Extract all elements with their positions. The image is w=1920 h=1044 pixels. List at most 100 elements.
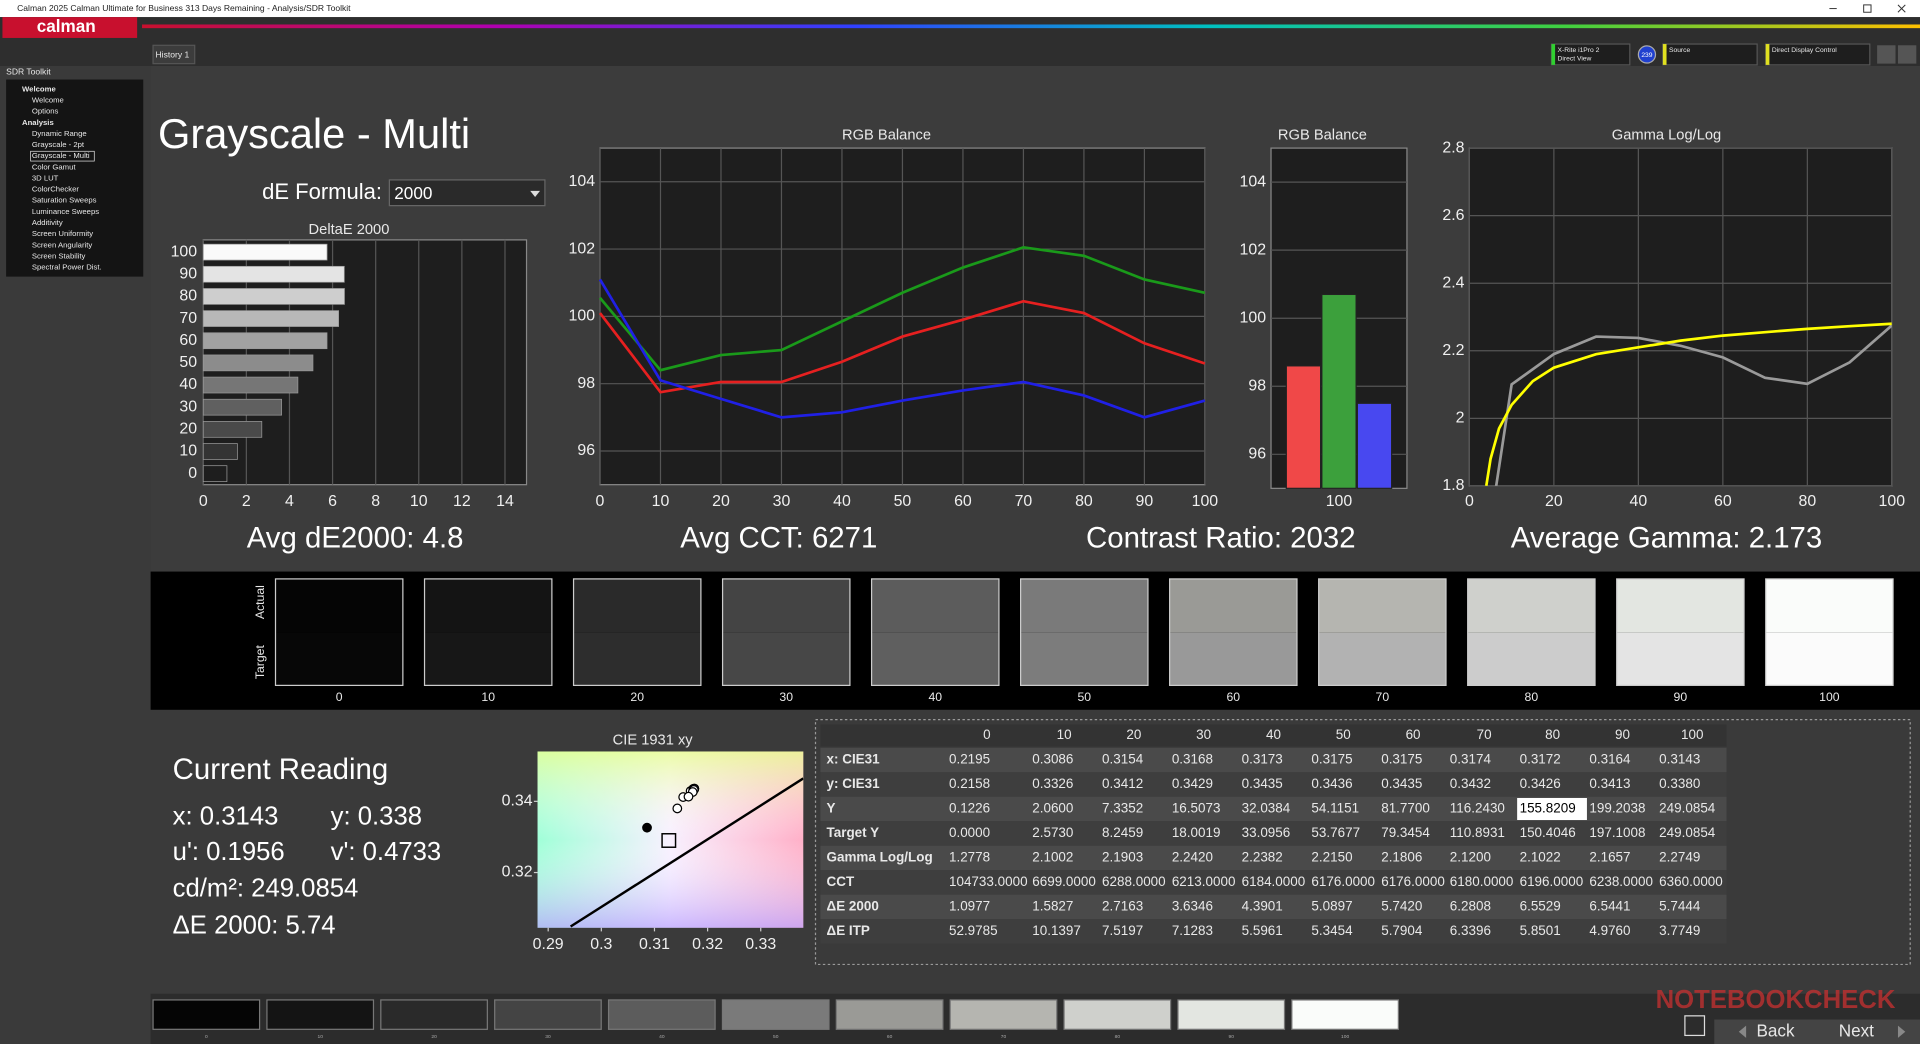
watermark: NOTEBOOKCHECK <box>1656 986 1896 1014</box>
x-tick-label: 100 <box>1326 493 1353 510</box>
tree-item[interactable]: Luminance Sweeps <box>32 207 99 216</box>
avg-cct: Avg CCT: 6271 <box>680 522 877 555</box>
table-cell: 1.0977 <box>949 898 990 913</box>
table-cell: 2.1903 <box>1102 850 1143 865</box>
swatch-border <box>1019 578 1149 687</box>
table-cell: 2.2382 <box>1242 850 1283 865</box>
thumbnail-label: 60 <box>887 1034 893 1040</box>
tree-item[interactable]: Dynamic Range <box>32 129 87 138</box>
y-tick-label: 98 <box>1248 377 1266 394</box>
settings-button[interactable] <box>1877 45 1896 64</box>
y-tick-label: 80 <box>179 288 197 305</box>
thumbnail[interactable] <box>380 999 488 1030</box>
x-tick-label: 6 <box>328 493 337 510</box>
tab[interactable] <box>152 44 196 65</box>
swatch-actual <box>722 578 850 633</box>
back-button[interactable]: Back <box>1756 1020 1795 1040</box>
tree-item[interactable]: Welcome <box>22 84 56 93</box>
row-label: x: CIE31 <box>827 752 881 767</box>
row-label: ΔE 2000 <box>827 898 879 913</box>
bar <box>1321 293 1357 489</box>
rainbow-strip <box>142 24 1920 29</box>
column-header: 70 <box>1477 727 1492 742</box>
meter-badge[interactable] <box>1637 45 1657 64</box>
thumbnail[interactable] <box>1063 999 1172 1030</box>
table-cell: 0.3164 <box>1589 752 1631 767</box>
table-cell: 52.9785 <box>949 923 998 938</box>
swatch-target <box>722 632 850 686</box>
x-tick-label: 90 <box>1136 493 1154 510</box>
logo-box[interactable] <box>2 17 138 38</box>
thumbnail[interactable] <box>1177 999 1286 1030</box>
tree-item[interactable]: 3D LUT <box>32 173 59 182</box>
thumbnail[interactable] <box>494 999 602 1030</box>
tree-item[interactable]: Additivity <box>32 218 63 227</box>
reading-x: x: 0.3143 <box>173 802 279 830</box>
table-cell: 6176.0000 <box>1381 874 1445 889</box>
stop-button[interactable] <box>1684 1015 1706 1037</box>
tree-item[interactable]: Screen Stability <box>32 251 86 260</box>
tree-item[interactable]: Grayscale - 2pt <box>32 140 85 149</box>
tree-item[interactable]: Screen Angularity <box>32 240 93 249</box>
tree-item[interactable]: Screen Uniformity <box>32 229 93 238</box>
thumbnail[interactable] <box>607 999 716 1030</box>
reading-title: Current Reading <box>173 753 389 786</box>
bar <box>202 354 314 372</box>
x-tick-label: 40 <box>833 493 851 510</box>
table-cell: 6176.0000 <box>1311 874 1375 889</box>
help-button[interactable] <box>1897 45 1917 64</box>
table-cell: 0.3435 <box>1381 776 1422 791</box>
formula-dropdown[interactable] <box>388 179 546 207</box>
swatch-actual <box>1020 578 1148 633</box>
tree-item[interactable]: Saturation Sweeps <box>32 196 97 205</box>
thumbnail[interactable] <box>949 999 1058 1030</box>
thumbnail[interactable] <box>835 999 944 1030</box>
swatch-label: 80 <box>1525 690 1539 704</box>
swatch-target <box>1765 632 1894 686</box>
y-tick-label: 98 <box>577 375 595 392</box>
table-cell: 0.3086 <box>1032 752 1073 767</box>
column-header: 90 <box>1615 727 1630 742</box>
next-button[interactable]: Next <box>1839 1020 1874 1040</box>
x-tick-label: 0.33 <box>745 936 776 953</box>
thumbnail-label: 90 <box>1229 1034 1235 1040</box>
table-cell: 16.5073 <box>1172 801 1221 816</box>
target-point <box>661 833 677 848</box>
tree-item[interactable]: Options <box>32 107 59 116</box>
table-cell: 0.3426 <box>1520 776 1561 791</box>
x-tick-label: 8 <box>371 493 380 510</box>
table-cell: 2.7163 <box>1102 898 1143 913</box>
thumbnail-label: 70 <box>1001 1034 1007 1040</box>
thumbnail[interactable] <box>721 999 830 1030</box>
thumbnail[interactable] <box>152 999 261 1030</box>
swatch-target <box>1318 632 1446 686</box>
table-row <box>820 845 1727 871</box>
y-tick-label: 102 <box>1240 241 1267 258</box>
table-cell: 0.3436 <box>1311 776 1352 791</box>
swatch-actual <box>871 578 999 633</box>
y-tick-label: 104 <box>569 173 596 190</box>
thumbnail[interactable] <box>1291 999 1399 1030</box>
swatch-border <box>721 578 851 687</box>
nav-bar <box>1714 1019 1920 1044</box>
tree-item[interactable]: Grayscale - Multi <box>32 151 90 160</box>
y-tick-label: 96 <box>577 442 595 459</box>
source-indicator <box>1662 44 1667 65</box>
locus-line <box>569 777 804 928</box>
tree-item[interactable]: Spectral Power Dist. <box>32 263 102 272</box>
thumbnail-label: 100 <box>1341 1034 1349 1040</box>
thumbnail-label: 0 <box>205 1034 208 1040</box>
swatch-actual <box>1616 578 1745 633</box>
window-controls[interactable] <box>1829 4 1906 13</box>
table-cell: 2.1200 <box>1450 850 1491 865</box>
series-line <box>1484 322 1892 486</box>
swatch-label: 100 <box>1819 690 1840 704</box>
next-arrow <box>1897 1025 1906 1038</box>
tree-item[interactable]: ColorChecker <box>32 185 80 194</box>
x-tick-label: 12 <box>453 493 471 510</box>
thumbnail[interactable] <box>266 999 375 1030</box>
tree-item[interactable]: Color Gamut <box>32 162 77 171</box>
tree-item[interactable]: Analysis <box>22 118 54 127</box>
reading-lum: cd/m²: 249.0854 <box>173 875 359 903</box>
tree-item[interactable]: Welcome <box>32 96 64 105</box>
